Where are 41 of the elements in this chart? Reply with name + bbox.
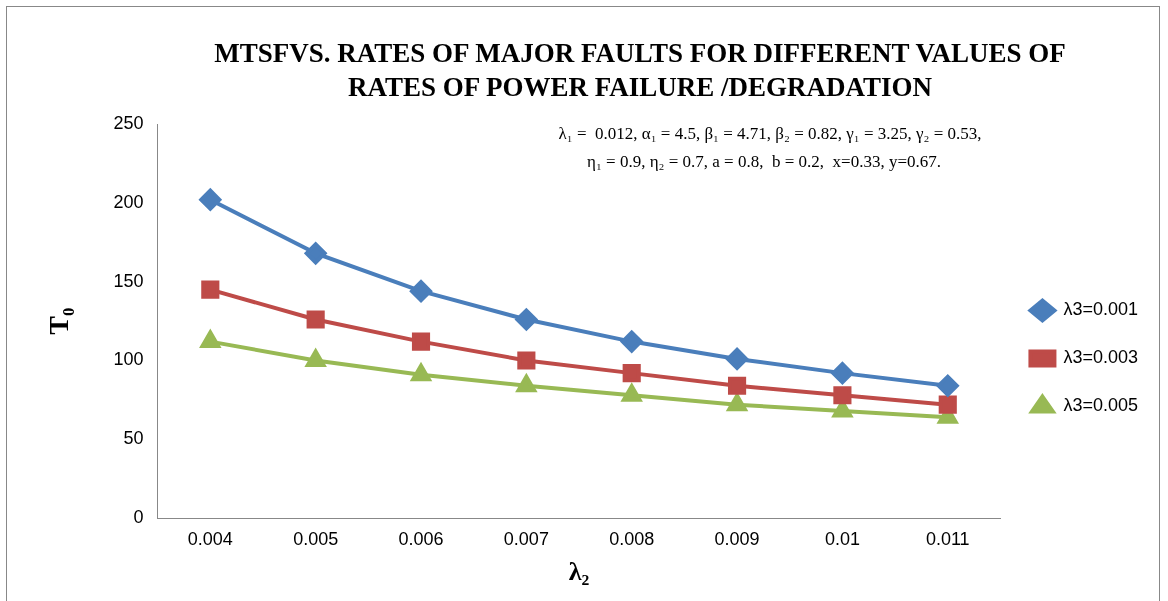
y-tick-label: 100: [113, 349, 144, 370]
point: [411, 363, 431, 382]
point: [621, 384, 642, 402]
legend-label: λ3=0.005: [1063, 395, 1139, 416]
point: [831, 362, 854, 385]
y-axis-title: T₀: [43, 307, 75, 335]
point: [304, 242, 327, 265]
point: [306, 310, 325, 329]
point: [517, 351, 536, 370]
point: [727, 393, 747, 412]
annotation: η₁ = 0.9, η₂ = 0.7, a = 0.8, b = 0.2, x=0.33, y=0.67.: [587, 152, 941, 171]
x-tick-label: 0.008: [609, 528, 655, 549]
point: [936, 374, 959, 397]
y-tick-label: 250: [113, 112, 144, 133]
y-tick-label: 200: [113, 191, 144, 212]
point: [201, 280, 220, 299]
point: [727, 376, 747, 395]
x-tick-label: 0.01: [824, 528, 860, 549]
point: [515, 308, 538, 331]
x-tick-label: 0.009: [714, 528, 760, 549]
y-tick-label: 0: [133, 507, 144, 528]
point: [620, 330, 643, 353]
point: [622, 364, 641, 383]
y-tick-label: 150: [113, 270, 144, 291]
x-tick-label: 0.005: [293, 528, 339, 549]
legend-label: λ3=0.003: [1063, 347, 1139, 368]
x-tick-label: 0.006: [398, 528, 444, 549]
y-tick-label: 50: [123, 428, 144, 449]
point: [833, 386, 852, 405]
chart-title: MTSFVS. RATES OF MAJOR FAULTS FOR DIFFERENT VALUES OF RATES OF POWER FAILURE /DEGRADATION: [213, 37, 1067, 104]
point: [726, 347, 749, 370]
x-axis-title: λ₂: [568, 557, 590, 587]
x-tick-label: 0.004: [187, 528, 233, 549]
point: [411, 332, 431, 351]
annotation: λ₁ = 0.012, α₁ = 4.5, β₁ = 4.71, β₂ = 0.82, γ₁ = 3.25, γ₂ = 0.53,: [558, 124, 982, 143]
x-tick-label: 0.011: [925, 528, 970, 549]
point: [938, 395, 957, 414]
point: [199, 188, 222, 211]
x-tick-label: 0.007: [503, 528, 549, 549]
legend-label: λ3=0.001: [1063, 299, 1139, 320]
point: [410, 280, 433, 303]
